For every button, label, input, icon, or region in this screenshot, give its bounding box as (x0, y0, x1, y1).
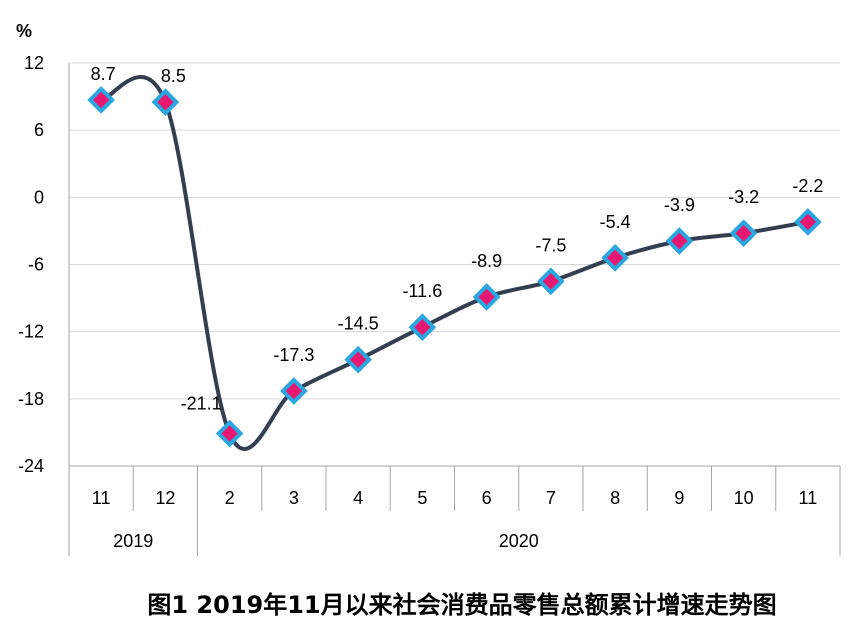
data-labels: 8.7 8.5 -21.1 -17.3 -14.5 -11.6 -8.9 -7.5 -5.4 -3… (91, 64, 824, 414)
markers (87, 86, 822, 448)
y-tick-label: -12 (18, 322, 44, 342)
data-label: -5.4 (600, 212, 631, 232)
chart-caption: 图1 2019年11月以来社会消费品零售总额累计增速走势图 (0, 585, 864, 620)
data-label: -21.1 (181, 394, 222, 414)
x-tick-label: 12 (155, 488, 175, 508)
data-point-marker (729, 219, 758, 247)
x-tick-label: 7 (546, 488, 556, 508)
x-tick-label: 11 (92, 488, 111, 508)
x-tick-labels: 11 12 2 3 4 5 6 7 8 9 10 11 2019 2020 (92, 488, 817, 551)
data-point-marker (794, 208, 822, 236)
data-point-marker (151, 88, 180, 117)
data-point-marker (215, 419, 244, 448)
data-label: -17.3 (273, 345, 314, 365)
x-tick-label: 5 (417, 488, 427, 508)
x-tick-label: 10 (734, 488, 754, 508)
data-label: -7.5 (535, 235, 566, 255)
data-point-marker (601, 243, 629, 272)
x-tick-label: 3 (289, 488, 299, 508)
data-point-marker (87, 86, 115, 114)
x-tick-label: 11 (799, 488, 818, 508)
caption-text: 图1 2019年11月以来社会消费品零售总额累计增速走势图 (147, 591, 777, 619)
y-tick-label: -6 (28, 255, 44, 275)
y-tick-label: 12 (24, 53, 44, 73)
y-tick-label: -18 (18, 389, 44, 409)
x-tick-label: 2 (225, 488, 235, 508)
x-tick-label: 6 (482, 488, 492, 508)
data-label: -2.2 (792, 176, 823, 196)
gridlines (69, 62, 840, 400)
data-label: 8.5 (161, 66, 186, 86)
data-label: -3.9 (664, 195, 695, 215)
data-point-marker (344, 345, 372, 374)
y-tick-label: 0 (34, 187, 44, 207)
data-label: -8.9 (471, 251, 502, 271)
data-point-marker (472, 283, 501, 311)
data-point-marker (537, 267, 565, 296)
x-tick-label: 8 (610, 488, 620, 508)
data-label: -3.2 (728, 187, 759, 207)
data-point-marker (280, 377, 308, 405)
x-tick-label: 4 (353, 488, 363, 508)
data-label: -14.5 (338, 314, 379, 334)
x-tick-label: 9 (674, 488, 684, 508)
data-label: -11.6 (403, 281, 443, 301)
y-axis-unit-label: % (16, 21, 32, 41)
line-chart: % 12 6 0 -6 -12 -18 -24 11 12 2 3 4 5 6 7 8 9 10 11 2019 20… (16, 21, 841, 556)
year-group-label: 2019 (113, 531, 153, 551)
y-tick-labels: 12 6 0 -6 -12 -18 -24 (18, 53, 44, 476)
data-label: 8.7 (91, 64, 116, 84)
axes (68, 63, 841, 556)
y-tick-label: -24 (18, 456, 44, 476)
data-point-marker (408, 313, 437, 342)
data-point-marker (665, 227, 694, 255)
year-group-label: 2020 (499, 531, 539, 551)
y-tick-label: 6 (34, 120, 44, 140)
